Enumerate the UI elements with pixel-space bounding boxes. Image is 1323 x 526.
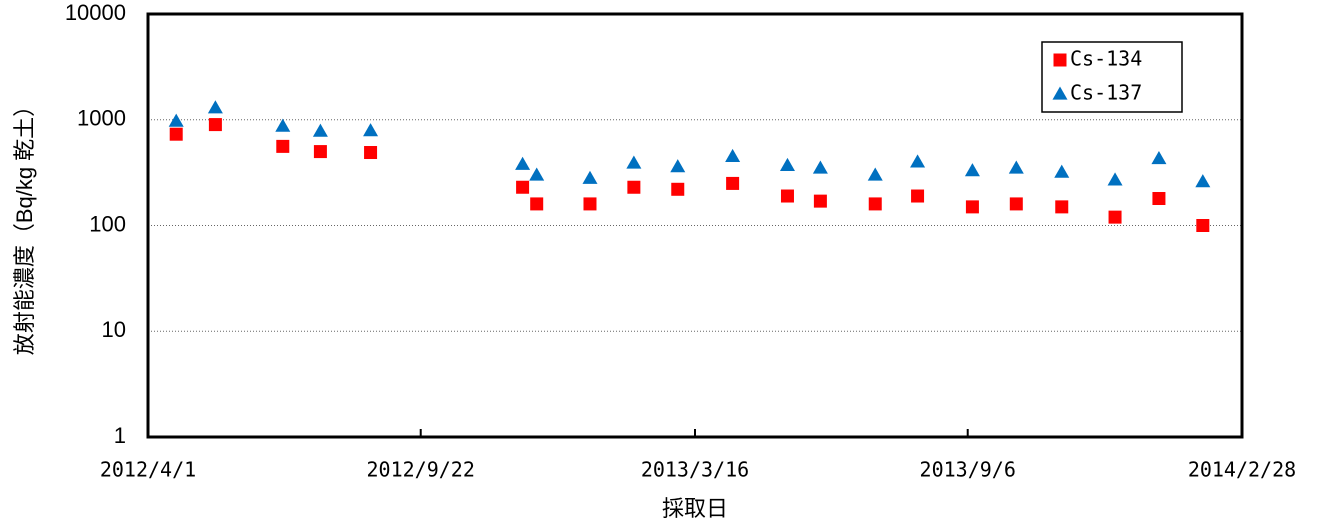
point (726, 176, 740, 190)
point (364, 146, 378, 160)
point (515, 156, 531, 170)
point (583, 197, 597, 211)
point (813, 194, 827, 208)
x-tick-label: 2014/2/28 (1188, 458, 1296, 482)
point (1195, 174, 1211, 188)
point (208, 118, 222, 132)
point (275, 118, 291, 132)
point (529, 167, 545, 181)
point (207, 100, 223, 114)
point (671, 182, 685, 196)
point (276, 139, 290, 153)
point (530, 197, 544, 211)
point (910, 154, 926, 168)
point (670, 159, 686, 173)
point (626, 155, 642, 169)
y-tick-label: 10000 (65, 0, 126, 25)
point (964, 163, 980, 177)
y-axis-label: 放射能濃度（Bq/kg 乾土） (12, 95, 37, 355)
point (627, 180, 641, 194)
x-tick-label: 2013/3/16 (641, 458, 749, 482)
y-tick-label: 1 (114, 423, 126, 448)
point (169, 127, 183, 141)
point (1196, 219, 1210, 232)
point (582, 170, 598, 184)
x-tick-label: 2012/4/1 (100, 458, 196, 482)
point (1152, 192, 1166, 206)
point (516, 180, 530, 194)
point (725, 148, 741, 163)
legend-label: Cs-134 (1070, 47, 1142, 71)
y-tick-label: 10 (102, 317, 126, 342)
y-tick-label: 100 (89, 211, 126, 236)
point (363, 123, 379, 137)
legend-label: Cs-137 (1070, 81, 1142, 105)
point (779, 157, 795, 172)
y-tick-label: 1000 (77, 106, 126, 131)
plot-frame (146, 12, 1244, 439)
point (1108, 210, 1122, 224)
x-tick-label: 2013/9/6 (920, 458, 1016, 482)
point (812, 160, 828, 174)
point (867, 167, 883, 181)
x-tick-label: 2012/9/22 (367, 458, 475, 482)
point (965, 200, 979, 214)
point (312, 123, 328, 137)
point (780, 189, 794, 203)
x-axis-label: 採取日 (662, 496, 728, 521)
legend-marker (1052, 86, 1068, 100)
point (313, 145, 327, 159)
legend: Cs-134 Cs-137 (1041, 41, 1183, 113)
point (1008, 160, 1024, 174)
legend-marker (1053, 53, 1067, 67)
point (911, 189, 925, 203)
point (1055, 200, 1069, 214)
marks (168, 100, 1211, 232)
point (868, 197, 882, 211)
point (1107, 172, 1123, 186)
point (1151, 151, 1167, 165)
point (1054, 164, 1070, 178)
point (1009, 197, 1023, 211)
point (168, 113, 184, 127)
